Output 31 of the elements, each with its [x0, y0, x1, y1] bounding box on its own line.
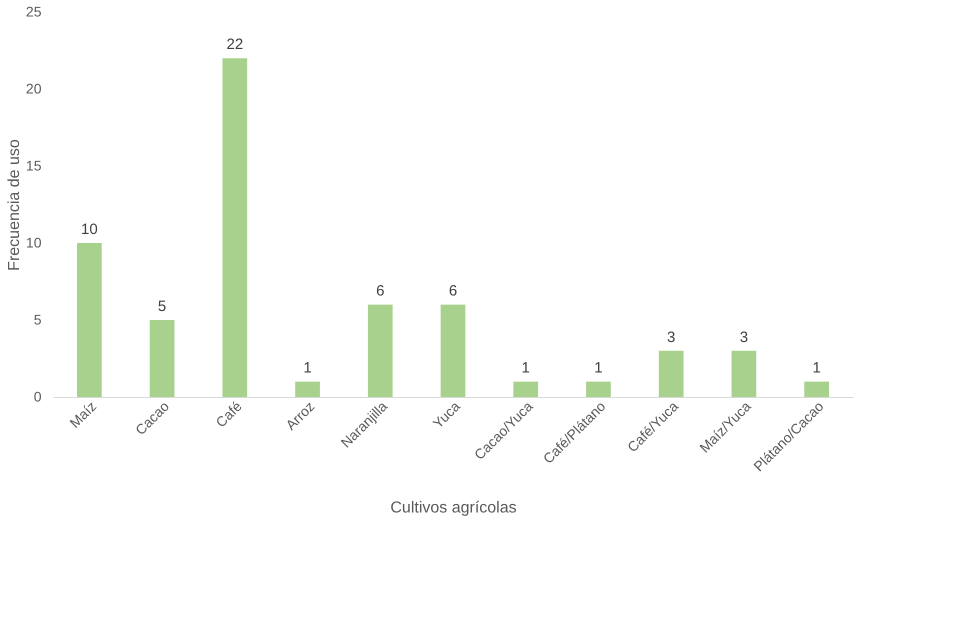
x-tick-label: Yuca [430, 398, 464, 432]
data-label: 22 [226, 36, 244, 54]
bar [295, 382, 320, 397]
data-label: 1 [303, 360, 312, 377]
bar [586, 382, 611, 397]
bar [658, 350, 684, 397]
y-tick-label: 10 [26, 234, 42, 250]
y-axis-title: Frecuencia de uso [6, 139, 23, 271]
data-label: 5 [158, 298, 166, 315]
bar [150, 320, 174, 397]
y-tick-label: 25 [26, 4, 42, 20]
data-label: 1 [522, 360, 530, 377]
bar [440, 304, 466, 397]
data-label: 10 [81, 221, 98, 238]
y-tick-label: 0 [34, 388, 42, 404]
bar [513, 382, 538, 397]
bar [804, 382, 829, 397]
bar [368, 304, 393, 397]
data-label: 1 [594, 360, 603, 377]
data-label: 6 [448, 282, 458, 300]
bar [732, 350, 756, 397]
x-axis-title: Cultivos agrícolas [390, 499, 517, 516]
y-tick-label: 15 [26, 158, 42, 174]
bar [222, 58, 248, 397]
y-tick-label: 20 [26, 80, 42, 96]
data-label: 3 [667, 328, 676, 346]
data-label: 1 [812, 360, 821, 377]
data-label: 6 [376, 282, 384, 300]
bar [77, 243, 102, 397]
y-tick-label: 5 [34, 312, 42, 328]
data-label: 3 [740, 328, 748, 346]
